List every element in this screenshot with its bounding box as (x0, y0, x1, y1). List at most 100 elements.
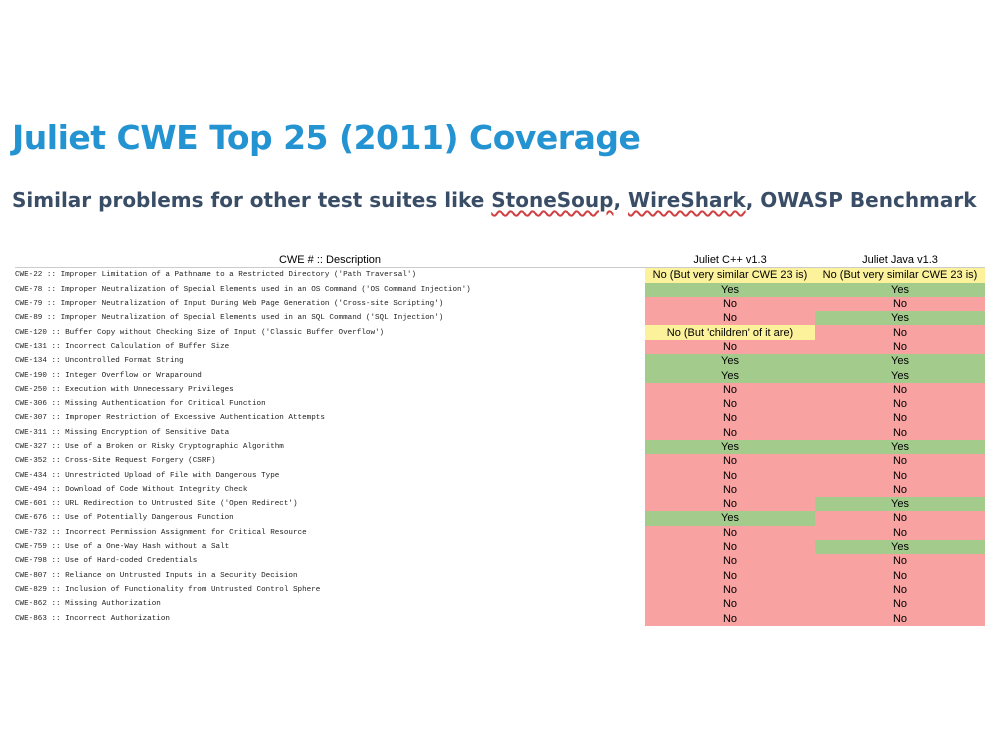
cwe-description-cell: CWE-732 :: Incorrect Permission Assignme… (15, 528, 307, 537)
cpp-coverage-cell: No (645, 611, 815, 626)
cwe-description-cell: CWE-759 :: Use of a One-Way Hash without… (15, 543, 230, 552)
cpp-coverage-cell: No (645, 468, 815, 483)
cpp-coverage-cell: No (But very similar CWE 23 is) (645, 267, 815, 283)
cpp-coverage-cell: No (645, 454, 815, 469)
table-row: CWE-250 :: Execution with Unnecessary Pr… (15, 382, 985, 397)
cwe-description-cell: CWE-89 :: Improper Neutralization of Spe… (15, 314, 444, 323)
java-coverage-cell: No (815, 597, 985, 612)
table-row: CWE-79 :: Improper Neutralization of Inp… (15, 296, 985, 312)
header-juliet-cpp: Juliet C++ v1.3 (645, 253, 815, 269)
cwe-description-cell: CWE-352 :: Cross-Site Request Forgery (C… (15, 457, 216, 466)
java-coverage-cell: Yes (815, 497, 985, 512)
java-coverage-cell: Yes (815, 282, 985, 297)
cpp-coverage-cell: No (645, 382, 815, 397)
cwe-description-cell: CWE-327 :: Use of a Broken or Risky Cryp… (15, 443, 284, 451)
slide-subtitle: Similar problems for other test suites l… (12, 188, 977, 212)
cpp-coverage-cell: No (645, 296, 815, 312)
java-coverage-cell: No (815, 554, 985, 569)
cpp-coverage-cell: Yes (645, 354, 815, 369)
cwe-description-cell: CWE-131 :: Incorrect Calculation of Buff… (15, 342, 230, 351)
cwe-description-cell: CWE-434 :: Unrestricted Upload of File w… (15, 471, 280, 480)
cpp-coverage-cell: Yes (645, 511, 815, 526)
table-row: CWE-327 :: Use of a Broken or Risky Cryp… (15, 439, 985, 455)
cpp-coverage-cell: No (645, 339, 815, 355)
java-coverage-cell: No (815, 411, 985, 426)
table-row: CWE-78 :: Improper Neutralization of Spe… (15, 282, 985, 297)
cpp-coverage-cell: Yes (645, 368, 815, 383)
java-coverage-cell: No (815, 511, 985, 526)
cpp-coverage-cell: No (645, 396, 815, 412)
cpp-coverage-cell: No (645, 582, 815, 598)
table-body: CWE-22 :: Improper Limitation of a Pathn… (15, 267, 985, 626)
cwe-description-cell: CWE-798 :: Use of Hard-coded Credentials (15, 557, 198, 566)
subtitle-separator: , (613, 188, 629, 212)
table-row: CWE-798 :: Use of Hard-coded Credentials… (15, 554, 985, 569)
cpp-coverage-cell: No (645, 497, 815, 512)
table-row: CWE-120 :: Buffer Copy without Checking … (15, 325, 985, 340)
table-row: CWE-352 :: Cross-Site Request Forgery (C… (15, 454, 985, 469)
cwe-description-cell: CWE-311 :: Missing Encryption of Sensiti… (15, 428, 230, 437)
java-coverage-cell: No (But very similar CWE 23 is) (815, 267, 985, 283)
cpp-coverage-cell: No (645, 554, 815, 569)
table-row: CWE-306 :: Missing Authentication for Cr… (15, 396, 985, 412)
java-coverage-cell: No (815, 296, 985, 312)
table-row: CWE-759 :: Use of a One-Way Hash without… (15, 539, 985, 555)
cpp-coverage-cell: No (645, 597, 815, 612)
cwe-description-cell: CWE-22 :: Improper Limitation of a Pathn… (15, 271, 417, 280)
java-coverage-cell: No (815, 425, 985, 440)
table-row: CWE-494 :: Download of Code Without Inte… (15, 482, 985, 498)
java-coverage-cell: No (815, 525, 985, 540)
cwe-description-cell: CWE-120 :: Buffer Copy without Checking … (15, 328, 385, 337)
table-row: CWE-131 :: Incorrect Calculation of Buff… (15, 339, 985, 355)
cwe-description-cell: CWE-307 :: Improper Restriction of Exces… (15, 414, 325, 423)
java-coverage-cell: No (815, 339, 985, 355)
cwe-description-cell: CWE-807 :: Reliance on Untrusted Inputs … (15, 571, 298, 580)
java-coverage-cell: Yes (815, 311, 985, 326)
table-row: CWE-311 :: Missing Encryption of Sensiti… (15, 425, 985, 440)
table-row: CWE-434 :: Unrestricted Upload of File w… (15, 468, 985, 483)
cwe-description-cell: CWE-306 :: Missing Authentication for Cr… (15, 400, 266, 409)
table-row: CWE-89 :: Improper Neutralization of Spe… (15, 311, 985, 326)
subtitle-text-before: Similar problems for other test suites l… (12, 188, 492, 212)
cpp-coverage-cell: No (645, 411, 815, 426)
table-row: CWE-601 :: URL Redirection to Untrusted … (15, 497, 985, 512)
java-coverage-cell: No (815, 396, 985, 412)
subtitle-wireshark: WireShark (628, 188, 746, 212)
cwe-description-cell: CWE-863 :: Incorrect Authorization (15, 614, 170, 623)
slide-title: Juliet CWE Top 25 (2011) Coverage (12, 118, 641, 157)
cpp-coverage-cell: No (645, 425, 815, 440)
java-coverage-cell: No (815, 582, 985, 598)
table-row: CWE-829 :: Inclusion of Functionality fr… (15, 582, 985, 598)
java-coverage-cell: Yes (815, 368, 985, 383)
cpp-coverage-cell: No (645, 539, 815, 555)
cwe-description-cell: CWE-190 :: Integer Overflow or Wraparoun… (15, 371, 202, 380)
coverage-table: CWE # :: Description Juliet C++ v1.3 Jul… (15, 253, 985, 626)
table-row: CWE-190 :: Integer Overflow or Wraparoun… (15, 368, 985, 383)
table-row: CWE-807 :: Reliance on Untrusted Inputs … (15, 568, 985, 583)
cwe-description-cell: CWE-78 :: Improper Neutralization of Spe… (15, 285, 471, 294)
java-coverage-cell: No (815, 468, 985, 483)
java-coverage-cell: No (815, 568, 985, 583)
cwe-description-cell: CWE-862 :: Missing Authorization (15, 600, 161, 609)
subtitle-stonesoup: StoneSoup (491, 188, 614, 212)
java-coverage-cell: No (815, 611, 985, 626)
cpp-coverage-cell: Yes (645, 439, 815, 455)
cwe-description-cell: CWE-676 :: Use of Potentially Dangerous … (15, 514, 234, 523)
table-row: CWE-732 :: Incorrect Permission Assignme… (15, 525, 985, 540)
table-row: CWE-22 :: Improper Limitation of a Pathn… (15, 267, 985, 283)
cwe-description-cell: CWE-829 :: Inclusion of Functionality fr… (15, 585, 321, 594)
java-coverage-cell: No (815, 454, 985, 469)
table-row: CWE-307 :: Improper Restriction of Exces… (15, 411, 985, 426)
table-row: CWE-863 :: Incorrect Authorization No No (15, 611, 985, 626)
cpp-coverage-cell: No (645, 311, 815, 326)
java-coverage-cell: Yes (815, 439, 985, 455)
cpp-coverage-cell: No (645, 482, 815, 498)
java-coverage-cell: Yes (815, 539, 985, 555)
cpp-coverage-cell: No (645, 525, 815, 540)
java-coverage-cell: No (815, 482, 985, 498)
cwe-description-cell: CWE-494 :: Download of Code Without Inte… (15, 485, 248, 494)
cpp-coverage-cell: Yes (645, 282, 815, 297)
java-coverage-cell: No (815, 382, 985, 397)
table-row: CWE-862 :: Missing Authorization No No (15, 597, 985, 612)
table-header-row: CWE # :: Description Juliet C++ v1.3 Jul… (15, 253, 985, 269)
